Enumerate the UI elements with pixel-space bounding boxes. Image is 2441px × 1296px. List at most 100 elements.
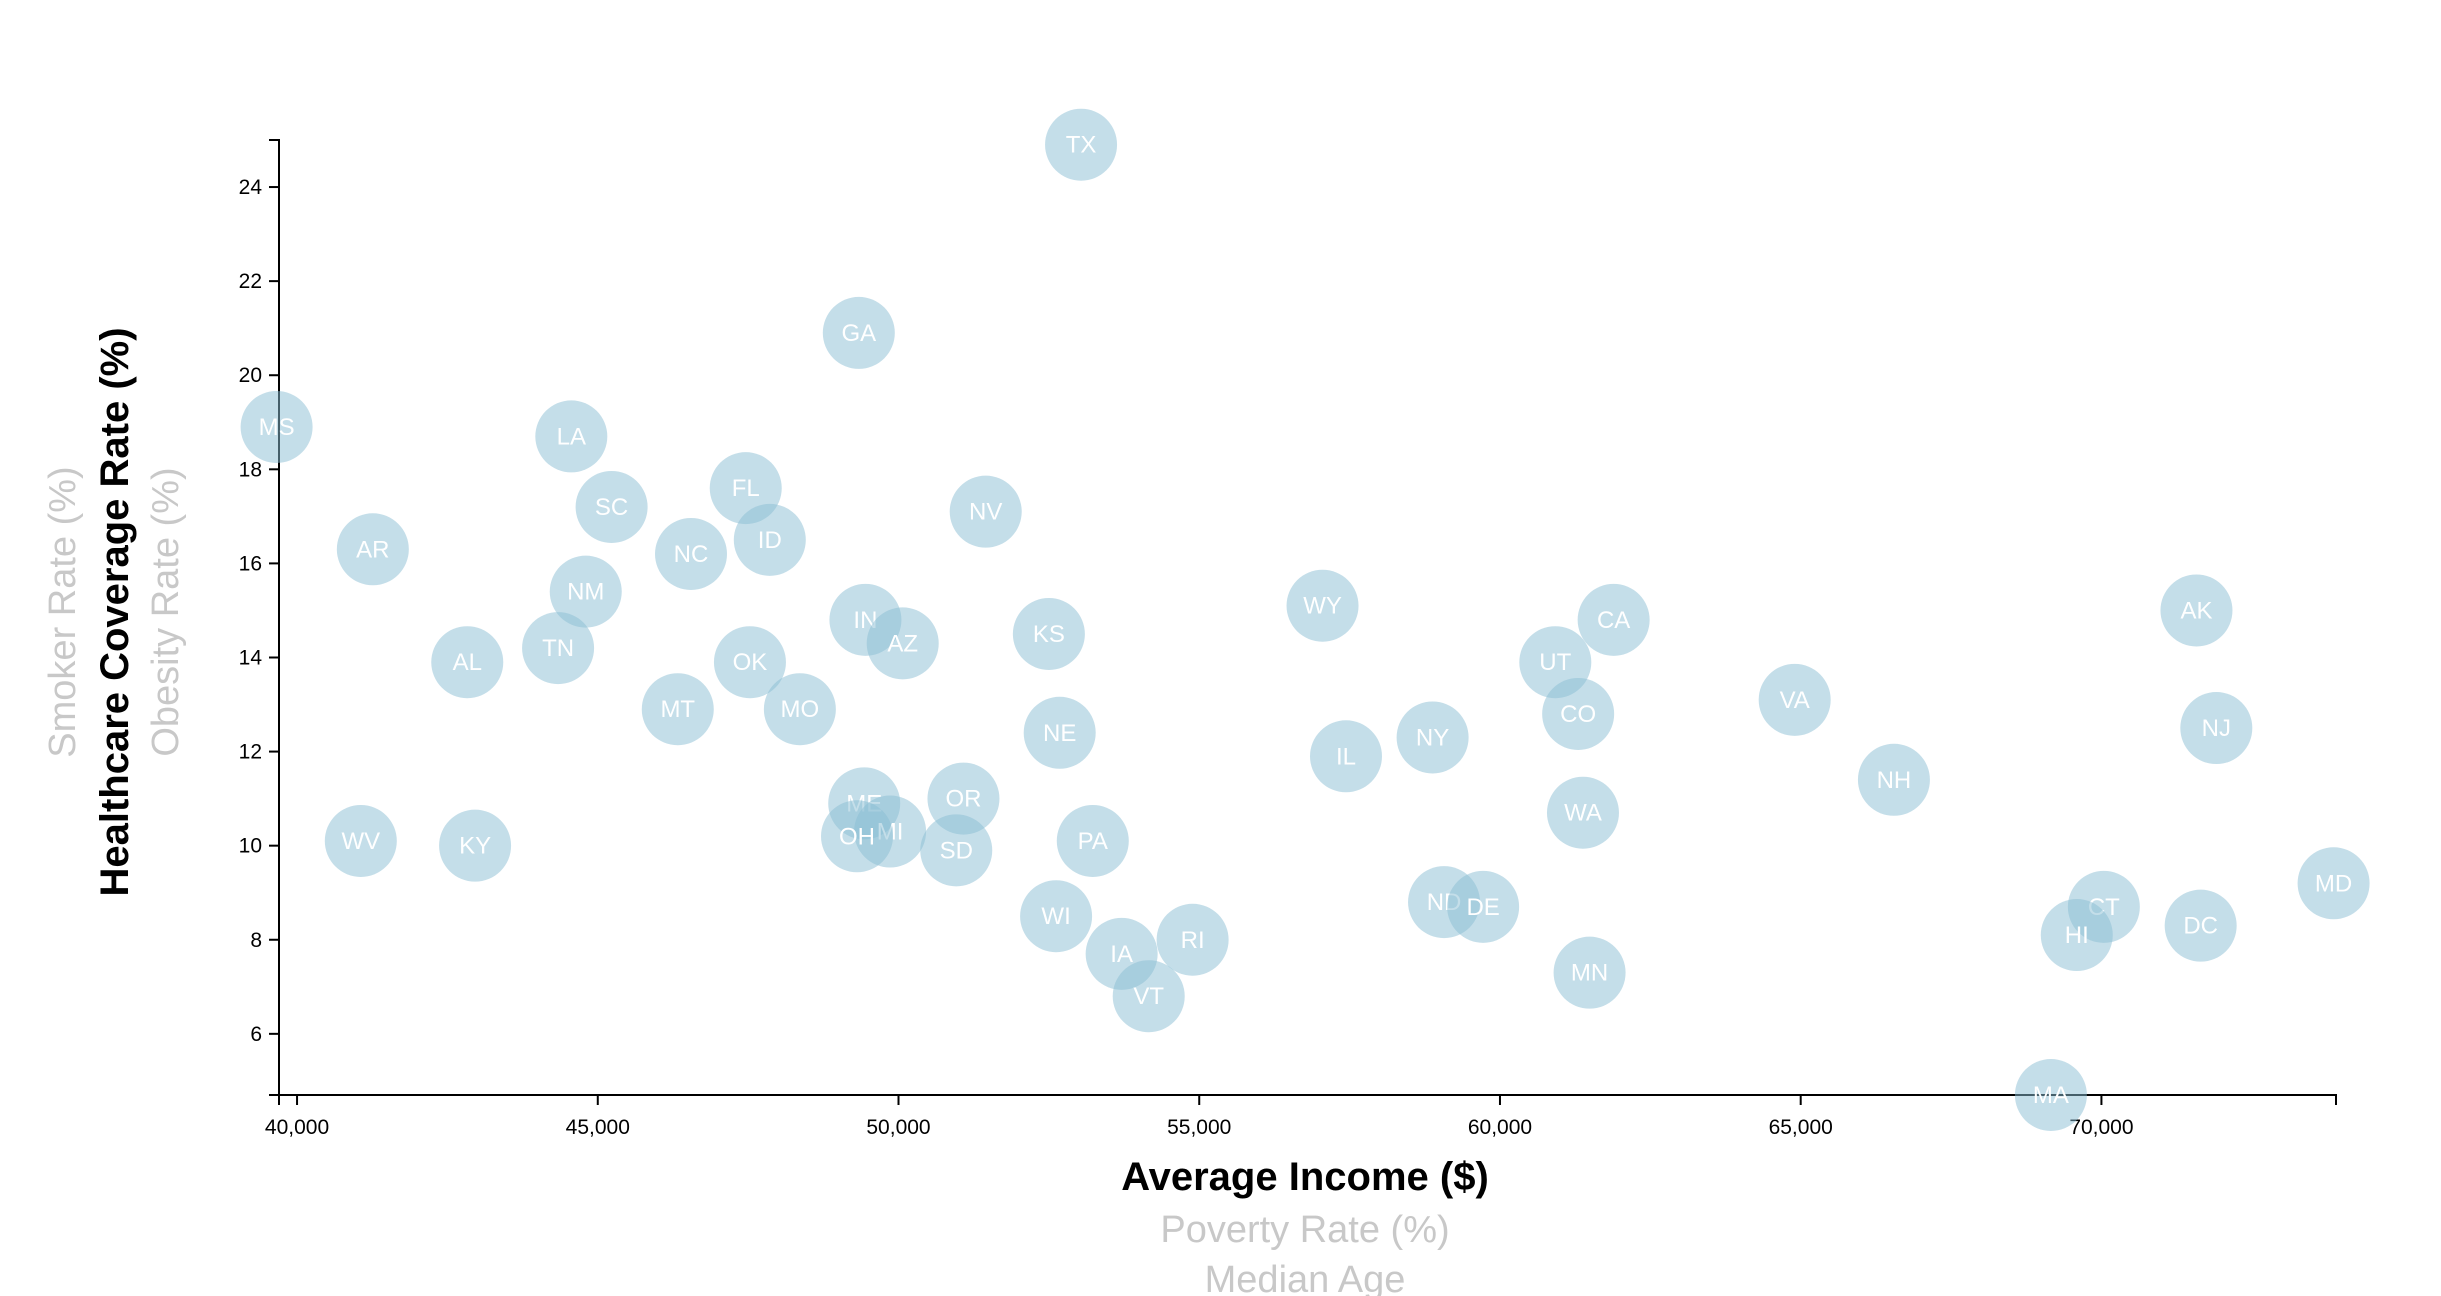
state-circle[interactable]: [439, 809, 512, 882]
state-point-dc[interactable]: DC: [2164, 889, 2237, 962]
state-circle[interactable]: [733, 503, 806, 576]
state-circle[interactable]: [949, 475, 1022, 548]
state-circle[interactable]: [575, 470, 648, 543]
state-circle[interactable]: [1045, 108, 1118, 181]
state-circle[interactable]: [1286, 569, 1359, 642]
y-axis-title-obesity[interactable]: Obesity Rate (%): [145, 467, 187, 756]
state-abbr-label: MS: [259, 414, 295, 441]
state-point-de[interactable]: DE: [1447, 870, 1520, 943]
state-circle[interactable]: [1112, 960, 1185, 1033]
state-circle[interactable]: [822, 296, 895, 369]
state-circle[interactable]: [1546, 776, 1619, 849]
state-point-wi[interactable]: WI: [1020, 880, 1093, 953]
state-circle[interactable]: [2164, 889, 2237, 962]
state-point-ok[interactable]: OK: [713, 626, 786, 699]
state-point-az[interactable]: AZ: [866, 607, 939, 680]
x-axis-title-poverty[interactable]: Poverty Rate (%): [1160, 1209, 1449, 1251]
state-circle[interactable]: [2160, 574, 2233, 647]
state-circle[interactable]: [1309, 720, 1382, 793]
state-point-md[interactable]: MD: [2297, 847, 2370, 920]
state-circle[interactable]: [1156, 903, 1229, 976]
state-point-nc[interactable]: NC: [655, 517, 728, 590]
state-point-tx[interactable]: TX: [1045, 108, 1118, 181]
state-abbr-label: AZ: [887, 630, 918, 657]
state-circle[interactable]: [1056, 804, 1129, 877]
state-point-sd[interactable]: SD: [920, 814, 993, 887]
state-circle[interactable]: [821, 800, 894, 873]
state-point-nh[interactable]: NH: [1857, 743, 1930, 816]
state-point-wa[interactable]: WA: [1546, 776, 1619, 849]
state-circle[interactable]: [1447, 870, 1520, 943]
state-circle[interactable]: [1396, 701, 1469, 774]
state-circle[interactable]: [1577, 583, 1650, 656]
y-tick-label: 6: [250, 1023, 262, 1046]
state-point-ga[interactable]: GA: [822, 296, 895, 369]
state-circle[interactable]: [431, 626, 504, 699]
state-point-mn[interactable]: MN: [1553, 936, 1626, 1009]
state-circle[interactable]: [1758, 663, 1831, 736]
state-circle[interactable]: [763, 673, 836, 746]
state-point-ms[interactable]: MS: [240, 390, 313, 463]
state-circle[interactable]: [1023, 696, 1096, 769]
state-circle[interactable]: [535, 400, 608, 473]
state-point-pa[interactable]: PA: [1056, 804, 1129, 877]
state-point-co[interactable]: CO: [1542, 677, 1615, 750]
y-tick-label: 16: [239, 552, 262, 575]
state-point-mo[interactable]: MO: [763, 673, 836, 746]
state-circle[interactable]: [522, 612, 595, 685]
state-circle[interactable]: [1857, 743, 1930, 816]
state-abbr-label: CO: [1560, 701, 1596, 728]
state-abbr-label: MO: [781, 696, 820, 723]
state-circle[interactable]: [920, 814, 993, 887]
state-point-il[interactable]: IL: [1309, 720, 1382, 793]
state-abbr-label: IA: [1110, 941, 1133, 968]
state-point-ma[interactable]: MA: [2014, 1059, 2087, 1131]
state-point-ks[interactable]: KS: [1012, 597, 1085, 670]
state-point-nm[interactable]: NM: [549, 555, 622, 628]
state-point-hi[interactable]: HI: [2040, 899, 2113, 972]
state-circle[interactable]: [1012, 597, 1085, 670]
state-point-ne[interactable]: NE: [1023, 696, 1096, 769]
state-circle[interactable]: [655, 517, 728, 590]
x-axis-title-income[interactable]: Average Income ($): [1121, 1155, 1489, 1199]
state-point-nv[interactable]: NV: [949, 475, 1022, 548]
y-axis-title-healthcare[interactable]: Healthcare Coverage Rate (%): [93, 327, 137, 896]
state-abbr-label: OK: [733, 649, 768, 676]
state-point-nj[interactable]: NJ: [2180, 692, 2253, 765]
state-circle[interactable]: [2297, 847, 2370, 920]
state-circle[interactable]: [240, 390, 313, 463]
x-axis-title-age[interactable]: Median Age: [1205, 1259, 1406, 1296]
state-point-id[interactable]: ID: [733, 503, 806, 576]
state-circle[interactable]: [1553, 936, 1626, 1009]
state-point-va[interactable]: VA: [1758, 663, 1831, 736]
state-point-mt[interactable]: MT: [641, 673, 714, 746]
state-point-sc[interactable]: SC: [575, 470, 648, 543]
state-circle[interactable]: [641, 673, 714, 746]
state-circle[interactable]: [324, 804, 397, 877]
state-circle[interactable]: [1020, 880, 1093, 953]
state-point-la[interactable]: LA: [535, 400, 608, 473]
state-circle[interactable]: [2180, 692, 2253, 765]
state-point-al[interactable]: AL: [431, 626, 504, 699]
state-point-ny[interactable]: NY: [1396, 701, 1469, 774]
state-point-ca[interactable]: CA: [1577, 583, 1650, 656]
state-abbr-label: NY: [1416, 724, 1449, 751]
state-abbr-label: VT: [1133, 983, 1164, 1010]
state-point-ri[interactable]: RI: [1156, 903, 1229, 976]
state-point-wv[interactable]: WV: [324, 804, 397, 877]
state-circle[interactable]: [2040, 899, 2113, 972]
state-circle[interactable]: [866, 607, 939, 680]
state-point-ar[interactable]: AR: [336, 513, 409, 586]
state-circle[interactable]: [549, 555, 622, 628]
state-circle[interactable]: [336, 513, 409, 586]
state-point-oh[interactable]: OH: [821, 800, 894, 873]
state-point-tn[interactable]: TN: [522, 612, 595, 685]
state-circle[interactable]: [2014, 1059, 2087, 1131]
state-point-wy[interactable]: WY: [1286, 569, 1359, 642]
state-circle[interactable]: [1542, 677, 1615, 750]
state-circle[interactable]: [713, 626, 786, 699]
state-point-ky[interactable]: KY: [439, 809, 512, 882]
state-point-vt[interactable]: VT: [1112, 960, 1185, 1033]
state-point-ak[interactable]: AK: [2160, 574, 2233, 647]
y-axis-title-smoker[interactable]: Smoker Rate (%): [42, 466, 84, 757]
